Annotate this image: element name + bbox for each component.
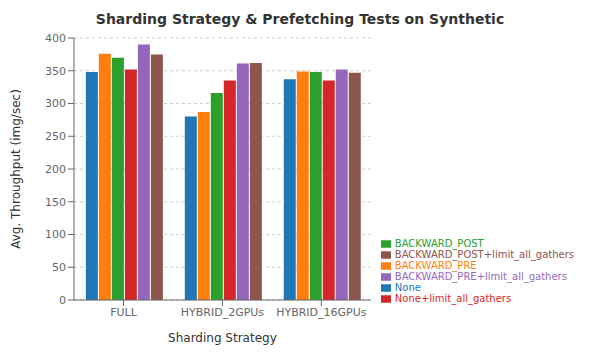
svg-text:300: 300 [45, 97, 66, 110]
html-text:None: None [394, 282, 421, 293]
svg-text:50: 50 [52, 261, 66, 274]
svg-text:HYBRID_2GPUs: HYBRID_2GPUs [181, 306, 265, 319]
svg-text:200: 200 [45, 163, 66, 176]
svg-text:Sharding Strategy: Sharding Strategy [168, 331, 277, 345]
html-text:None+limit_all_gathers: None+limit_all_gathers [394, 293, 512, 304]
svg-text:Avg. Throughput (img/sec): Avg. Throughput (img/sec) [9, 89, 23, 249]
html-text:BACKWARD_POST: BACKWARD_POST [394, 238, 484, 249]
svg-text:100: 100 [45, 228, 66, 241]
html-text:Sharding Strategy & Prefetchin: Sharding Strategy & Prefetching Tests on… [95, 11, 505, 27]
svg-text:150: 150 [45, 196, 66, 209]
svg-text:250: 250 [45, 130, 66, 143]
html-text:BACKWARD_POST+limit_all_gather: BACKWARD_POST+limit_all_gathers [394, 249, 574, 260]
svg-text:HYBRID_16GPUs: HYBRID_16GPUs [276, 306, 367, 319]
svg-text:400: 400 [45, 32, 66, 45]
html-text:BACKWARD_PRE+limit_all_gathers: BACKWARD_PRE+limit_all_gathers [394, 271, 567, 282]
svg-text:350: 350 [45, 65, 66, 78]
svg-text:0: 0 [59, 294, 66, 307]
svg-text:FULL: FULL [110, 306, 138, 319]
html-text:BACKWARD_PRE: BACKWARD_PRE [394, 260, 477, 271]
